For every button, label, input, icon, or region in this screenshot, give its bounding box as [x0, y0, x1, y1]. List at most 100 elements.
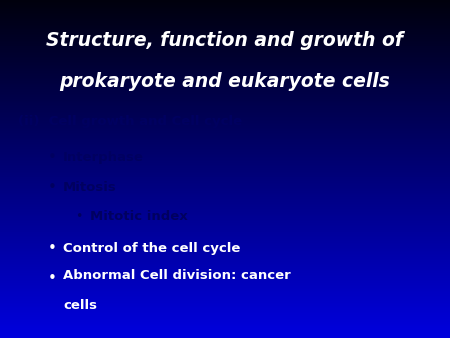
- Bar: [0, 23, 450, 24]
- Bar: [0, 280, 450, 281]
- Bar: [0, 254, 450, 255]
- Bar: [0, 43, 450, 44]
- Bar: [0, 31, 450, 32]
- Bar: [0, 113, 450, 114]
- Bar: [0, 263, 450, 264]
- Bar: [0, 67, 450, 68]
- Bar: [0, 234, 450, 235]
- Bar: [0, 189, 450, 190]
- Bar: [0, 241, 450, 242]
- Bar: [0, 191, 450, 192]
- Bar: [0, 146, 450, 147]
- Bar: [0, 265, 450, 266]
- Bar: [0, 318, 450, 319]
- Bar: [0, 246, 450, 247]
- Bar: [0, 272, 450, 273]
- Bar: [0, 158, 450, 159]
- Bar: [0, 1, 450, 2]
- Bar: [0, 85, 450, 86]
- Bar: [0, 47, 450, 48]
- Bar: [0, 50, 450, 51]
- Bar: [0, 40, 450, 41]
- Bar: [0, 99, 450, 100]
- Bar: [0, 125, 450, 126]
- Bar: [0, 242, 450, 243]
- Bar: [0, 233, 450, 234]
- Bar: [0, 218, 450, 219]
- Bar: [0, 155, 450, 156]
- Bar: [0, 332, 450, 333]
- Bar: [0, 179, 450, 180]
- Bar: [0, 203, 450, 204]
- Bar: [0, 282, 450, 283]
- Bar: [0, 115, 450, 116]
- Bar: [0, 56, 450, 57]
- Text: •: •: [75, 210, 82, 223]
- Bar: [0, 4, 450, 5]
- Bar: [0, 257, 450, 258]
- Bar: [0, 166, 450, 167]
- Bar: [0, 319, 450, 320]
- Bar: [0, 7, 450, 8]
- Bar: [0, 248, 450, 249]
- Bar: [0, 60, 450, 61]
- Bar: [0, 86, 450, 87]
- Bar: [0, 216, 450, 217]
- Bar: [0, 211, 450, 212]
- Bar: [0, 57, 450, 58]
- Bar: [0, 6, 450, 7]
- Bar: [0, 192, 450, 193]
- Bar: [0, 333, 450, 334]
- Bar: [0, 244, 450, 245]
- Bar: [0, 293, 450, 294]
- Bar: [0, 298, 450, 299]
- Bar: [0, 245, 450, 246]
- Bar: [0, 105, 450, 106]
- Bar: [0, 134, 450, 135]
- Bar: [0, 124, 450, 125]
- Bar: [0, 96, 450, 97]
- Bar: [0, 313, 450, 314]
- Bar: [0, 266, 450, 267]
- Bar: [0, 187, 450, 188]
- Bar: [0, 278, 450, 279]
- Bar: [0, 222, 450, 223]
- Bar: [0, 181, 450, 182]
- Bar: [0, 28, 450, 29]
- Bar: [0, 261, 450, 262]
- Bar: [0, 77, 450, 78]
- Bar: [0, 221, 450, 222]
- Bar: [0, 315, 450, 316]
- Bar: [0, 108, 450, 109]
- Bar: [0, 196, 450, 197]
- Bar: [0, 271, 450, 272]
- Bar: [0, 194, 450, 195]
- Bar: [0, 12, 450, 13]
- Bar: [0, 325, 450, 326]
- Bar: [0, 128, 450, 129]
- Bar: [0, 16, 450, 17]
- Bar: [0, 190, 450, 191]
- Bar: [0, 224, 450, 225]
- Bar: [0, 143, 450, 144]
- Bar: [0, 81, 450, 82]
- Bar: [0, 284, 450, 285]
- Bar: [0, 32, 450, 33]
- Bar: [0, 74, 450, 75]
- Bar: [0, 326, 450, 327]
- Bar: [0, 157, 450, 158]
- Bar: [0, 249, 450, 250]
- Text: prokaryote and eukaryote cells: prokaryote and eukaryote cells: [59, 72, 391, 91]
- Bar: [0, 38, 450, 39]
- Bar: [0, 135, 450, 136]
- Bar: [0, 20, 450, 21]
- Bar: [0, 147, 450, 148]
- Text: (ii)  Cell growth and Cell cycle: (ii) Cell growth and Cell cycle: [18, 115, 242, 128]
- Bar: [0, 101, 450, 102]
- Bar: [0, 215, 450, 216]
- Bar: [0, 260, 450, 261]
- Bar: [0, 82, 450, 83]
- Bar: [0, 228, 450, 229]
- Text: •: •: [47, 180, 56, 195]
- Bar: [0, 129, 450, 130]
